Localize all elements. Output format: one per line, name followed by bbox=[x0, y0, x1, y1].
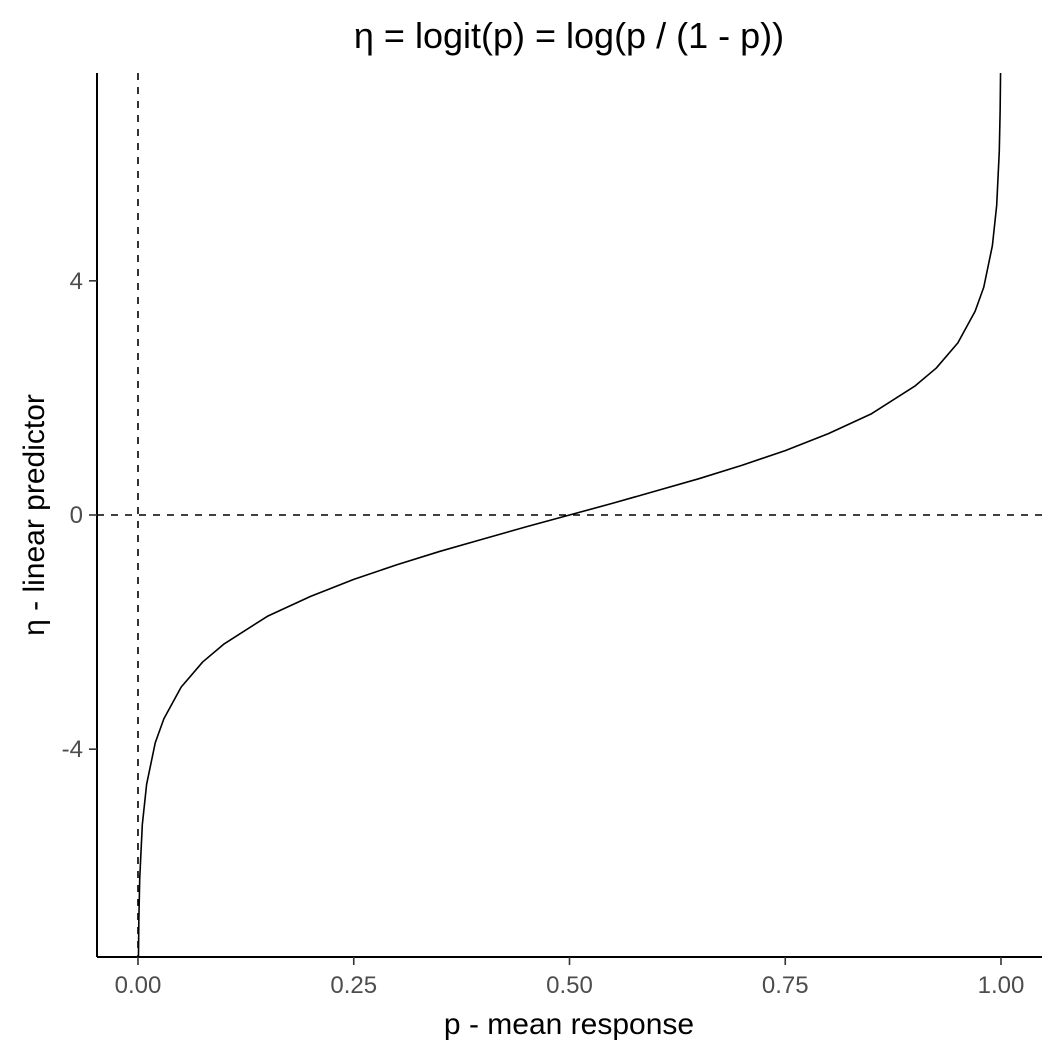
x-tick-label: 0.50 bbox=[546, 972, 593, 999]
y-tick-label: 0 bbox=[70, 502, 83, 529]
curve-layer bbox=[137, 73, 1002, 957]
y-axis-ticks: -4 0 4 bbox=[62, 268, 97, 763]
y-tick-label: 4 bbox=[70, 268, 83, 295]
x-axis-ticks: 0.00 0.25 0.50 0.75 1.00 bbox=[115, 957, 1025, 999]
y-tick-label: -4 bbox=[62, 736, 83, 763]
x-tick-label: 0.75 bbox=[762, 972, 809, 999]
x-tick-label: 0.00 bbox=[115, 972, 162, 999]
y-axis-title: η - linear predictor bbox=[18, 394, 51, 636]
x-tick-label: 1.00 bbox=[978, 972, 1025, 999]
x-tick-label: 0.25 bbox=[330, 972, 377, 999]
reference-lines bbox=[97, 73, 1042, 957]
x-axis-title: p - mean response bbox=[444, 1008, 694, 1041]
chart-title: η = logit(p) = log(p / (1 - p)) bbox=[354, 15, 784, 56]
logit-curve-line bbox=[137, 73, 1002, 957]
